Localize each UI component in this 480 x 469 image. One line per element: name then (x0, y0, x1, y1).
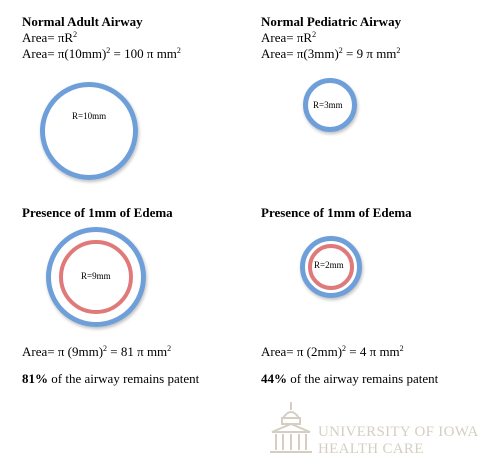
adult-calc-result: = 100 π mm (110, 46, 177, 61)
adult-edema-calc-prefix: Area= π (9mm) (22, 344, 104, 359)
logo-line-1: UNIVERSITY OF IOWA (318, 424, 479, 440)
adult-formula-exponent: 2 (73, 30, 78, 39)
pediatric-edema-patent: 44% of the airway remains patent (261, 371, 438, 386)
old-capitol-building-icon (270, 402, 312, 453)
adult-title: Normal Adult Airway (22, 14, 143, 29)
pediatric-edema-calc-result: = 4 π mm (346, 344, 400, 359)
pediatric-formula-exponent: 2 (312, 30, 317, 39)
adult-edema-calc: Area= π (9mm)2 = 81 π mm2 (22, 344, 171, 359)
adult-edema-calc-unit-exponent: 2 (167, 344, 172, 353)
adult-formula: Area= πR2 (22, 30, 77, 45)
pediatric-calc-prefix: Area= π(3mm) (261, 46, 339, 61)
pediatric-title: Normal Pediatric Airway (261, 14, 402, 29)
adult-radius-label: R=10mm (72, 111, 107, 121)
pediatric-calc-unit-exponent: 2 (396, 46, 401, 55)
pediatric-calc-result: = 9 π mm (342, 46, 397, 61)
pediatric-edema-title: Presence of 1mm of Edema (261, 205, 412, 220)
pediatric-edema-calc-prefix: Area= π (2mm) (261, 344, 343, 359)
pediatric-formula-text: Area= πR (261, 30, 313, 45)
adult-calc-prefix: Area= π(10mm) (22, 46, 107, 61)
pediatric-airway-circle (303, 78, 357, 132)
pediatric-calc-exponent: 2 (338, 46, 343, 55)
pediatric-edema-calc-unit-exponent: 2 (399, 344, 404, 353)
pediatric-edema-airway-circle (300, 236, 362, 298)
adult-edema-airway-circle (46, 227, 146, 327)
adult-calc-exponent: 2 (106, 46, 111, 55)
adult-edema-calc-result: = 81 π mm (107, 344, 168, 359)
logo-line-2: HEALTH CARE (318, 441, 424, 457)
adult-airway-circle (40, 82, 138, 180)
adult-calc: Area= π(10mm)2 = 100 π mm2 (22, 46, 181, 61)
pediatric-edema-patent-text: of the airway remains patent (287, 371, 439, 386)
adult-edema-patent-text: of the airway remains patent (48, 371, 200, 386)
pediatric-calc: Area= π(3mm)2 = 9 π mm2 (261, 46, 400, 61)
pediatric-edema-ring (308, 244, 354, 290)
university-logo: UNIVERSITY OF IOWA HEALTH CARE (268, 400, 478, 461)
adult-edema-title: Presence of 1mm of Edema (22, 205, 173, 220)
pediatric-edema-calc: Area= π (2mm)2 = 4 π mm2 (261, 344, 404, 359)
pediatric-formula: Area= πR2 (261, 30, 316, 45)
pediatric-edema-calc-exponent: 2 (342, 344, 347, 353)
adult-edema-ring (59, 240, 133, 314)
adult-formula-text: Area= πR (22, 30, 74, 45)
pediatric-edema-percent: 44% (261, 371, 287, 386)
adult-edema-calc-exponent: 2 (103, 344, 108, 353)
pediatric-radius-label: R=3mm (313, 100, 343, 110)
adult-calc-unit-exponent: 2 (176, 46, 181, 55)
adult-edema-patent: 81% of the airway remains patent (22, 371, 199, 386)
adult-edema-percent: 81% (22, 371, 48, 386)
adult-edema-radius-label: R=9mm (81, 271, 111, 281)
pediatric-edema-radius-label: R=2mm (314, 260, 344, 270)
